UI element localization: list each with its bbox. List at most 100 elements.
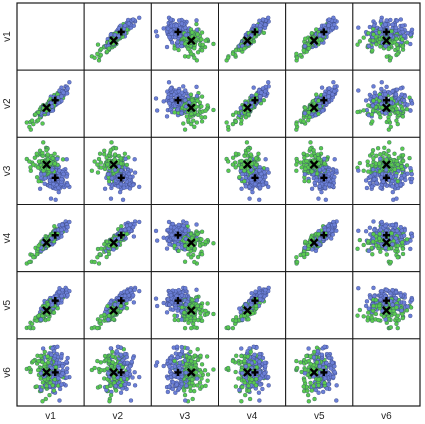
data-point-g1 [266, 15, 271, 20]
data-point-g1 [131, 17, 136, 22]
data-point-g2 [306, 179, 311, 184]
data-point-g1 [309, 186, 315, 191]
data-point-g1 [168, 17, 174, 22]
data-point-g1 [49, 167, 55, 173]
data-point-g2 [41, 140, 46, 145]
data-point-g1 [302, 245, 308, 250]
data-point-g1 [263, 89, 268, 94]
data-point-g1 [401, 33, 407, 38]
panel-v5-v1 [16, 271, 85, 340]
panel-frame [16, 2, 85, 71]
data-point-g1 [194, 222, 199, 227]
data-point-g2 [261, 30, 267, 35]
data-point-g1 [239, 186, 244, 191]
centroid-x-b [186, 36, 196, 46]
data-point-g1 [379, 80, 384, 85]
data-point-g2 [199, 48, 205, 53]
data-point-g1 [258, 177, 263, 182]
data-point-g2 [172, 243, 177, 248]
data-point-g2 [199, 252, 205, 257]
data-point-g1 [132, 170, 138, 175]
panel-frame [218, 204, 287, 273]
panel-v2-v6 [352, 69, 421, 138]
data-point-g1 [61, 171, 66, 177]
data-point-g1 [317, 184, 322, 189]
data-point-g2 [294, 55, 300, 60]
data-point-g1 [126, 226, 132, 232]
data-point-g2 [395, 121, 400, 127]
data-point-g2 [233, 48, 239, 53]
data-point-g1 [409, 171, 414, 177]
data-point-g2 [369, 112, 375, 117]
data-point-g2 [40, 150, 45, 156]
data-point-g1 [331, 80, 336, 85]
data-point-g2 [394, 42, 399, 47]
data-point-g1 [165, 227, 171, 233]
data-point-g2 [395, 51, 400, 56]
data-point-g1 [409, 27, 415, 32]
data-point-g1 [334, 228, 339, 233]
data-point-g1 [153, 96, 159, 101]
data-point-g1 [153, 29, 159, 34]
data-point-g1 [181, 219, 186, 224]
data-point-g2 [189, 51, 194, 56]
data-point-g1 [56, 185, 61, 190]
data-point-g2 [314, 171, 320, 176]
data-point-g1 [401, 233, 407, 238]
data-point-g2 [194, 21, 199, 27]
data-point-g2 [36, 243, 41, 248]
data-point-g1 [164, 114, 170, 119]
data-point-g2 [184, 114, 190, 119]
panel-v1-v3 [150, 2, 219, 71]
data-point-g1 [393, 25, 399, 31]
data-point-g1 [398, 17, 403, 22]
data-point-g2 [301, 48, 306, 53]
data-point-g1 [398, 182, 403, 188]
data-point-g2 [186, 54, 191, 59]
data-point-g2 [36, 165, 41, 170]
data-point-g2 [99, 246, 104, 251]
panel-frame [150, 136, 219, 205]
data-point-g1 [167, 35, 172, 40]
data-point-g2 [370, 48, 375, 53]
data-point-g2 [309, 169, 315, 174]
data-point-g1 [364, 185, 370, 191]
data-point-g1 [383, 223, 388, 229]
data-point-g1 [379, 86, 384, 92]
data-point-g1 [390, 189, 395, 195]
data-point-g2 [31, 255, 36, 260]
data-point-g2 [355, 42, 360, 47]
data-point-g2 [96, 58, 102, 63]
data-point-g1 [259, 171, 264, 177]
data-point-g2 [112, 152, 118, 157]
data-point-g2 [96, 261, 102, 266]
data-point-g1 [176, 222, 181, 228]
data-point-g1 [42, 181, 47, 186]
data-point-g2 [309, 31, 315, 36]
panel-frame [83, 69, 152, 138]
data-point-g2 [186, 246, 191, 251]
data-point-g2 [361, 108, 366, 113]
data-point-g2 [211, 241, 216, 246]
data-point-g2 [357, 237, 362, 243]
data-point-g2 [382, 145, 387, 150]
data-point-g1 [368, 174, 373, 179]
data-point-g1 [67, 219, 72, 225]
data-point-g2 [366, 103, 371, 108]
data-point-g1 [379, 18, 384, 23]
data-point-g2 [308, 140, 313, 145]
data-point-g2 [182, 41, 188, 46]
data-point-g2 [199, 237, 204, 242]
data-point-g1 [120, 197, 126, 202]
data-point-g2 [192, 55, 197, 60]
data-point-g1 [383, 22, 388, 27]
data-point-g2 [99, 46, 104, 52]
data-point-g1 [398, 225, 403, 230]
data-point-g2 [294, 121, 299, 127]
data-point-g2 [172, 110, 177, 115]
data-point-g1 [263, 22, 268, 27]
data-point-g1 [175, 39, 180, 45]
data-point-g2 [371, 32, 376, 37]
data-point-g2 [371, 231, 376, 237]
data-point-g2 [303, 36, 308, 41]
